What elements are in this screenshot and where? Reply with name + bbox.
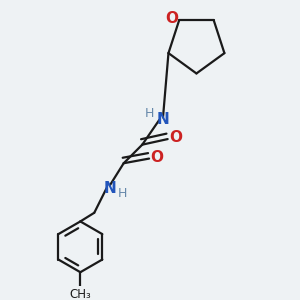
Text: CH₃: CH₃ bbox=[70, 288, 91, 300]
Text: O: O bbox=[150, 149, 163, 164]
Text: N: N bbox=[103, 181, 116, 196]
Text: N: N bbox=[157, 112, 170, 128]
Text: H: H bbox=[118, 187, 128, 200]
Text: O: O bbox=[165, 11, 178, 26]
Text: O: O bbox=[169, 130, 182, 145]
Text: H: H bbox=[145, 106, 154, 120]
